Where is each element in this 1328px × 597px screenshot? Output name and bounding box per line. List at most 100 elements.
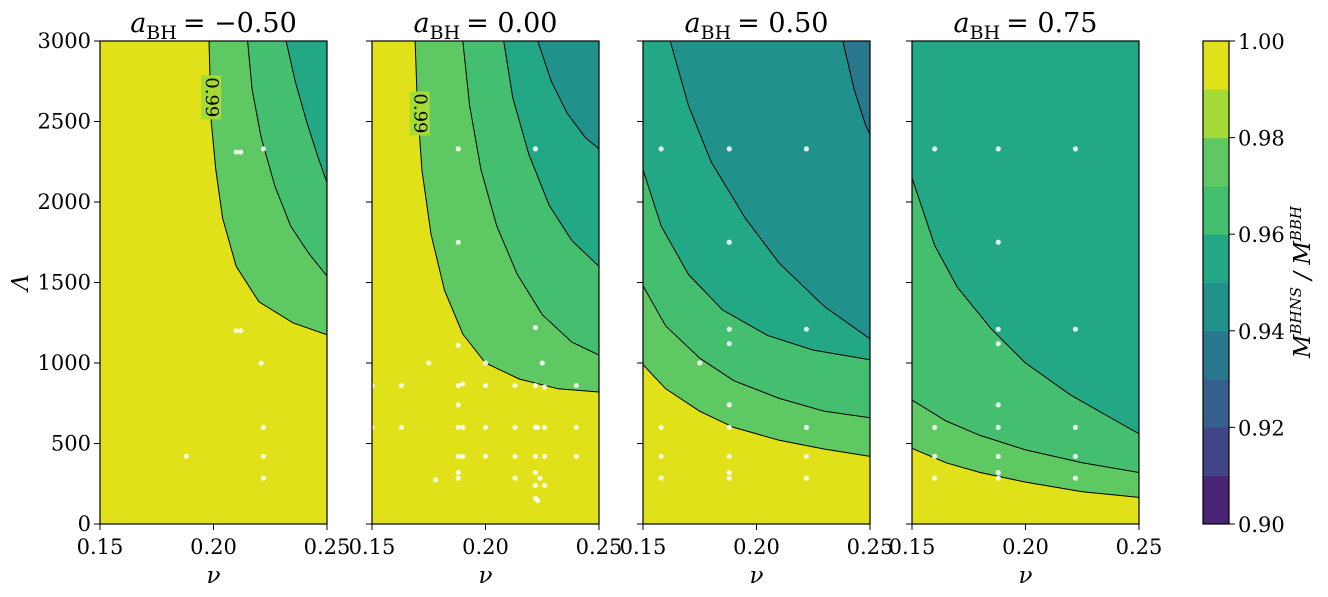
x-tick-label: 0.20 bbox=[190, 535, 237, 559]
simulation-point bbox=[482, 453, 489, 459]
colorbar-band bbox=[1203, 427, 1229, 477]
simulation-point bbox=[1072, 475, 1079, 481]
contour-label-bg bbox=[201, 75, 222, 120]
simulation-point bbox=[535, 498, 541, 504]
colorbar-tick-label: 0.92 bbox=[1238, 416, 1285, 440]
simulation-point bbox=[726, 239, 732, 245]
simulation-point bbox=[398, 424, 405, 430]
colorbar-band bbox=[1203, 137, 1229, 187]
simulation-point bbox=[726, 146, 732, 152]
simulation-point bbox=[995, 146, 1001, 152]
colorbar-band bbox=[1203, 89, 1229, 139]
simulation-point bbox=[512, 382, 518, 389]
simulation-point bbox=[482, 424, 489, 430]
simulation-point bbox=[995, 475, 1001, 481]
simulation-point bbox=[260, 453, 267, 459]
contour-line-0.98 bbox=[247, 41, 327, 277]
simulation-point bbox=[455, 469, 461, 476]
panel-title: aBH = 0.50 bbox=[685, 8, 829, 44]
contour-label-bg bbox=[409, 91, 430, 136]
simulation-point bbox=[460, 453, 466, 459]
simulation-point bbox=[260, 146, 267, 152]
simulation-point bbox=[658, 475, 664, 481]
simulation-point bbox=[532, 453, 539, 459]
y-tick-label: 2500 bbox=[38, 110, 91, 134]
simulation-point bbox=[532, 324, 539, 331]
y-tick-label: 3000 bbox=[38, 29, 91, 53]
y-tick-label: 1500 bbox=[38, 271, 91, 295]
colorbar-band bbox=[1203, 234, 1229, 283]
colorbar-tick-label: 0.98 bbox=[1238, 127, 1285, 151]
panel-a-0.00: 0.99 0.15 0.20 0.25 ν aBH = 0.00 bbox=[349, 8, 623, 589]
contour-line-0.98 bbox=[643, 285, 870, 419]
x-tick-label: 0.25 bbox=[1116, 535, 1163, 559]
simulation-point bbox=[932, 424, 938, 430]
panel-title: aBH = 0.75 bbox=[954, 8, 1098, 44]
simulation-point bbox=[658, 453, 664, 459]
simulation-point bbox=[658, 424, 664, 430]
simulation-point bbox=[372, 424, 375, 430]
simulation-point bbox=[573, 424, 579, 430]
simulation-point bbox=[995, 453, 1001, 459]
simulation-point bbox=[512, 424, 518, 430]
simulation-point bbox=[658, 146, 664, 152]
simulation-point bbox=[455, 402, 461, 408]
simulation-point bbox=[803, 475, 810, 481]
simulation-point bbox=[697, 360, 703, 366]
colorbar-tick-label: 0.96 bbox=[1238, 223, 1285, 247]
colorbar-band bbox=[1203, 475, 1229, 525]
simulation-point bbox=[460, 424, 466, 430]
x-axis-label: ν bbox=[750, 563, 764, 589]
x-tick-label: 0.20 bbox=[462, 535, 509, 559]
simulation-point bbox=[726, 424, 732, 430]
contour-band-0.97 bbox=[286, 41, 327, 183]
simulation-point bbox=[726, 402, 732, 408]
simulation-point bbox=[995, 341, 1001, 347]
x-axis-label: ν bbox=[207, 563, 221, 589]
contour-label: 0.99 bbox=[201, 77, 222, 117]
panel-title: aBH = 0.00 bbox=[414, 8, 558, 44]
simulation-point bbox=[1072, 424, 1079, 430]
simulation-point bbox=[726, 475, 732, 481]
x-tick-label: 0.20 bbox=[1002, 535, 1049, 559]
simulation-point bbox=[995, 239, 1001, 245]
simulation-point bbox=[573, 382, 579, 389]
simulation-point bbox=[803, 146, 810, 152]
panel-a-0.75: 0.15 0.20 0.25 ν aBH = 0.75 bbox=[889, 8, 1163, 589]
contour-band-0.96 bbox=[670, 41, 870, 339]
x-tick-label: 0.20 bbox=[733, 535, 780, 559]
contour-label: 0.99 bbox=[410, 93, 431, 133]
contour-line-0.95 bbox=[842, 41, 870, 135]
simulation-point bbox=[803, 453, 810, 459]
contour-line-0.97 bbox=[912, 177, 1139, 435]
contour-band-0.96 bbox=[537, 41, 599, 149]
simulation-point bbox=[726, 326, 732, 332]
simulation-point bbox=[932, 146, 938, 152]
simulation-point bbox=[932, 475, 938, 481]
simulation-point bbox=[460, 381, 466, 387]
simulation-point bbox=[455, 475, 461, 481]
colorbar-band bbox=[1203, 41, 1229, 90]
contour-line-0.97 bbox=[643, 169, 870, 361]
y-tick-label: 1000 bbox=[38, 351, 91, 375]
simulation-point bbox=[541, 384, 548, 390]
simulation-point bbox=[541, 453, 548, 459]
simulation-point bbox=[1072, 326, 1079, 332]
simulation-point bbox=[532, 146, 539, 152]
x-tick-label: 0.25 bbox=[847, 535, 894, 559]
simulation-point bbox=[372, 382, 375, 389]
simulation-point bbox=[183, 453, 189, 459]
simulation-point bbox=[482, 382, 489, 389]
colorbar-band bbox=[1203, 282, 1229, 332]
contour-band-0.95 bbox=[842, 41, 870, 135]
contour-line-0.98 bbox=[462, 41, 599, 356]
y-tick-label: 0 bbox=[78, 512, 91, 536]
contour-line-0.96 bbox=[537, 41, 599, 150]
contour-line-0.99 bbox=[414, 41, 599, 393]
colorbar-band bbox=[1203, 330, 1229, 380]
simulation-point bbox=[233, 328, 239, 334]
panel-title: aBH = −0.50 bbox=[130, 8, 297, 44]
contour-line-0.99 bbox=[912, 447, 1139, 498]
simulation-point bbox=[238, 328, 244, 334]
